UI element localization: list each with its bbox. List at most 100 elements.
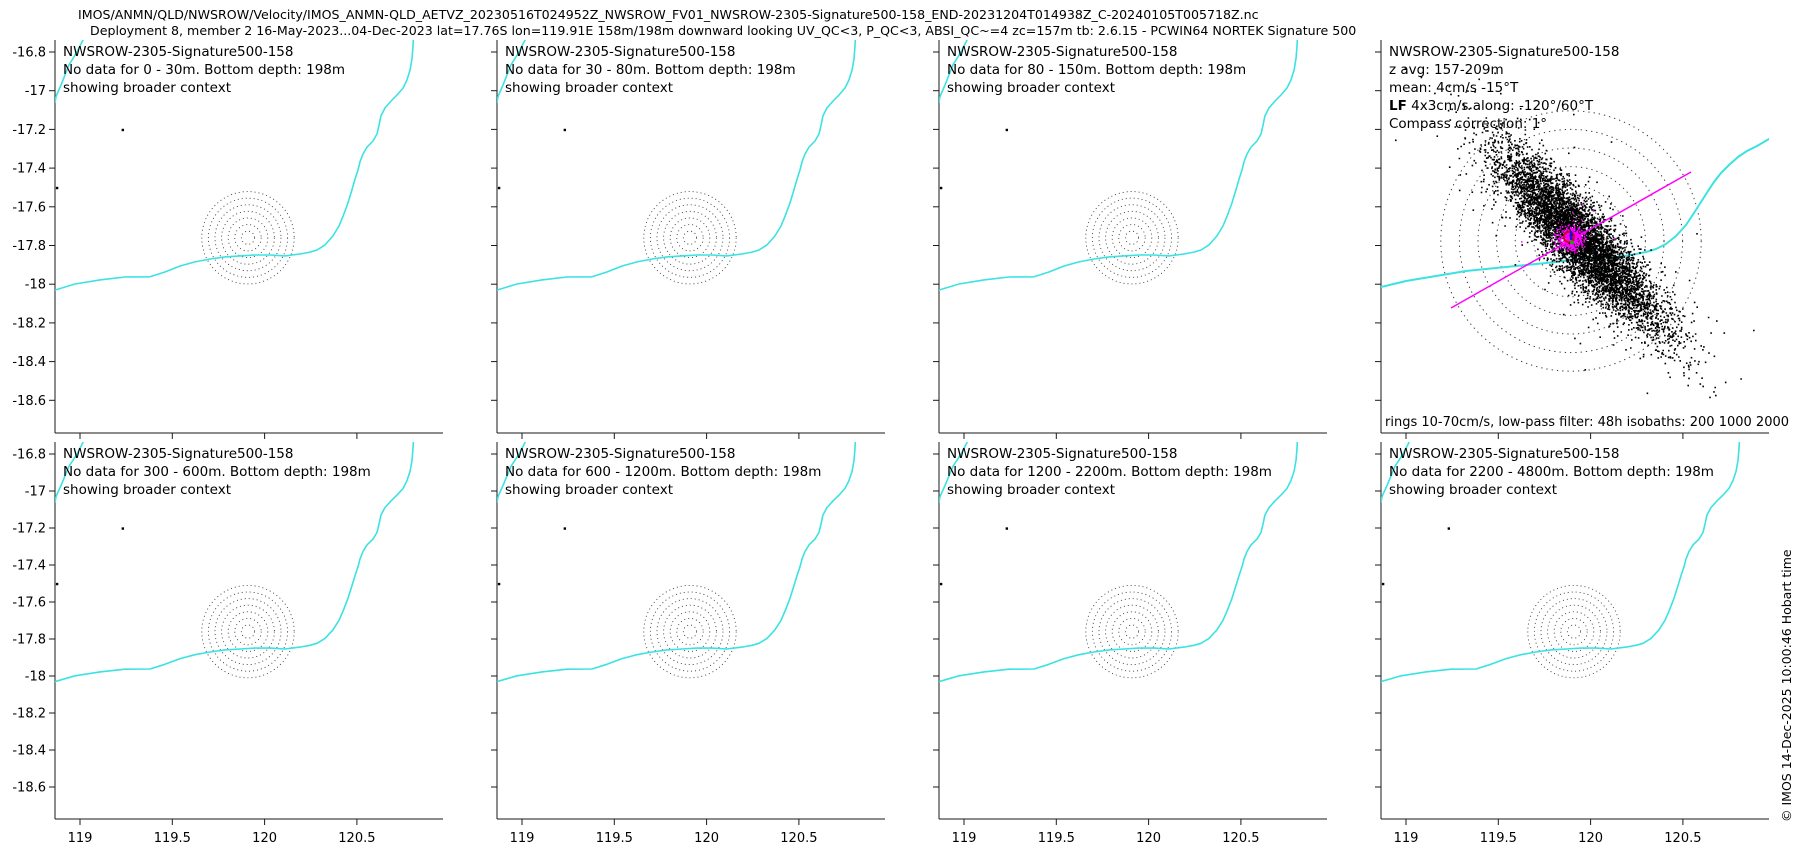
isobath-coastline <box>497 40 857 291</box>
isobath-coastline <box>939 40 1299 291</box>
svg-text:119.5: 119.5 <box>154 831 191 846</box>
panel-subtitle: No data for 300 - 600m. Bottom depth: 19… <box>63 464 371 480</box>
panel-note: showing broader context <box>947 482 1115 498</box>
svg-text:-17.2: -17.2 <box>12 522 46 537</box>
panel-text: NWSROW-2305-Signature500-158 No data for … <box>947 446 1272 498</box>
axes <box>491 40 885 439</box>
svg-text:119.5: 119.5 <box>596 831 633 846</box>
panel-5-map: -16.8 -17 -17.2 -17.4 -17.6 -17.8 -18 -18.2 -18.… <box>12 442 443 846</box>
panel-4-velocity: NWSROW-2305-Signature500-158 z avg: 157-2… <box>1375 40 1789 439</box>
svg-text:-16.8: -16.8 <box>12 448 46 463</box>
svg-text:120: 120 <box>694 831 719 846</box>
figure-title-filename: IMOS/ANMN/QLD/NWSROW/Velocity/IMOS_ANMN-… <box>78 7 1259 22</box>
svg-text:-17.8: -17.8 <box>12 239 46 254</box>
panel-title: NWSROW-2305-Signature500-158 <box>505 446 735 462</box>
panel-text: NWSROW-2305-Signature500-158 No data for … <box>505 446 821 498</box>
panel-note: showing broader context <box>947 80 1115 96</box>
mean-current-bar <box>1569 231 1573 240</box>
axes <box>1375 40 1769 439</box>
svg-text:-17.8: -17.8 <box>12 633 46 648</box>
velocity-rings <box>643 584 737 679</box>
panel-title: NWSROW-2305-Signature500-158 <box>63 44 293 60</box>
svg-text:-18.6: -18.6 <box>12 781 46 796</box>
panel-text: NWSROW-2305-Signature500-158 No data for … <box>63 446 371 498</box>
map-dots <box>497 527 567 586</box>
axes: 119 119.5 120 120.5 <box>1375 442 1769 846</box>
map-dots <box>939 128 1009 190</box>
svg-text:119.5: 119.5 <box>1480 831 1517 846</box>
isobath-coastline <box>1381 442 1741 683</box>
isobath-coastline <box>55 442 415 683</box>
svg-text:-18.4: -18.4 <box>12 744 46 759</box>
velocity-rings <box>201 584 295 679</box>
svg-text:119: 119 <box>68 831 93 846</box>
panel-8-map: 119 119.5 120 120.5 NWSROW-2305-Signature500… <box>1375 442 1769 846</box>
panel-6-map: 119 119.5 120 120.5 NWSROW-2305-Signature500… <box>491 442 885 846</box>
mean-current-circle <box>1563 231 1576 244</box>
panel-subtitle: No data for 2200 - 4800m. Bottom depth: … <box>1389 464 1714 480</box>
svg-text:120: 120 <box>1578 831 1603 846</box>
panel-stat-line: mean: 4cm/s -15°T <box>1389 80 1519 96</box>
panel-text: NWSROW-2305-Signature500-158 No data for … <box>505 44 796 96</box>
mean-current-dot <box>1570 240 1574 245</box>
velocity-rings <box>643 191 737 285</box>
panel-text: NWSROW-2305-Signature500-158 No data for … <box>947 44 1246 96</box>
svg-text:120.5: 120.5 <box>338 831 375 846</box>
panel-2-map: NWSROW-2305-Signature500-158 No data for … <box>491 40 885 439</box>
panel-text: NWSROW-2305-Signature500-158 No data for … <box>1389 446 1714 498</box>
panel-title: NWSROW-2305-Signature500-158 <box>1389 44 1619 60</box>
rings-footnote: rings 10-70cm/s, low-pass filter: 48h is… <box>1385 415 1789 430</box>
panel-title: NWSROW-2305-Signature500-158 <box>1389 446 1619 462</box>
panel-subtitle: No data for 30 - 80m. Bottom depth: 198m <box>505 62 796 78</box>
panel-title: NWSROW-2305-Signature500-158 <box>63 446 293 462</box>
panel-text: NWSROW-2305-Signature500-158 No data for … <box>63 44 345 96</box>
svg-text:-18.2: -18.2 <box>12 707 46 722</box>
svg-text:119: 119 <box>510 831 535 846</box>
panel-3-map: NWSROW-2305-Signature500-158 No data for … <box>933 40 1327 439</box>
svg-text:120.5: 120.5 <box>780 831 817 846</box>
map-dots <box>55 527 125 586</box>
svg-text:-18.4: -18.4 <box>12 355 46 370</box>
panel-subtitle: No data for 0 - 30m. Bottom depth: 198m <box>63 62 345 78</box>
isobath-coastline <box>939 442 1299 683</box>
velocity-rings <box>201 191 295 285</box>
panel-1-map: -16.8 -17 -17.2 -17.4 -17.6 -17.8 -18 -18.2 -18.… <box>12 40 443 439</box>
svg-text:119: 119 <box>1394 831 1419 846</box>
svg-text:-17: -17 <box>25 84 46 99</box>
panel-stat-line: LF 4x3cm/s along: -120°/60°T <box>1389 98 1594 114</box>
panel-note: showing broader context <box>63 482 231 498</box>
isobath-coastline <box>55 40 415 291</box>
axes: -16.8 -17 -17.2 -17.4 -17.6 -17.8 -18 -18.2 -18.… <box>12 40 443 439</box>
panel-title: NWSROW-2305-Signature500-158 <box>947 446 1177 462</box>
panel-text: NWSROW-2305-Signature500-158 z avg: 157-2… <box>1385 44 1789 430</box>
svg-text:-18: -18 <box>25 278 46 293</box>
panel-stat-line: z avg: 157-209m <box>1389 62 1504 78</box>
isobath-coastline <box>497 442 857 683</box>
svg-text:-18: -18 <box>25 670 46 685</box>
svg-text:120: 120 <box>1136 831 1161 846</box>
svg-text:-17: -17 <box>25 485 46 500</box>
velocity-rings <box>1085 584 1179 679</box>
svg-text:-17.4: -17.4 <box>12 162 46 177</box>
panel-subtitle: No data for 1200 - 2200m. Bottom depth: … <box>947 464 1272 480</box>
velocity-rings <box>1085 191 1179 285</box>
panel-title: NWSROW-2305-Signature500-158 <box>947 44 1177 60</box>
axes: 119 119.5 120 120.5 <box>933 442 1327 846</box>
panel-subtitle: No data for 600 - 1200m. Bottom depth: 1… <box>505 464 821 480</box>
axes: -16.8 -17 -17.2 -17.4 -17.6 -17.8 -18 -18.2 -18.… <box>12 442 443 846</box>
axes: 119 119.5 120 120.5 <box>491 442 885 846</box>
panel-subtitle: No data for 80 - 150m. Bottom depth: 198… <box>947 62 1246 78</box>
svg-text:-17.6: -17.6 <box>12 596 46 611</box>
svg-text:-18.6: -18.6 <box>12 394 46 409</box>
svg-text:120.5: 120.5 <box>1664 831 1701 846</box>
map-dots <box>1381 527 1451 586</box>
isobath-coastline <box>1381 138 1769 288</box>
figure-title-deployment: Deployment 8, member 2 16-May-2023...04-… <box>90 23 1357 38</box>
map-dots <box>939 527 1009 586</box>
svg-text:120: 120 <box>252 831 277 846</box>
map-dots <box>497 128 567 190</box>
svg-text:119: 119 <box>952 831 977 846</box>
svg-text:-17.2: -17.2 <box>12 123 46 138</box>
panel-note: showing broader context <box>1389 482 1557 498</box>
